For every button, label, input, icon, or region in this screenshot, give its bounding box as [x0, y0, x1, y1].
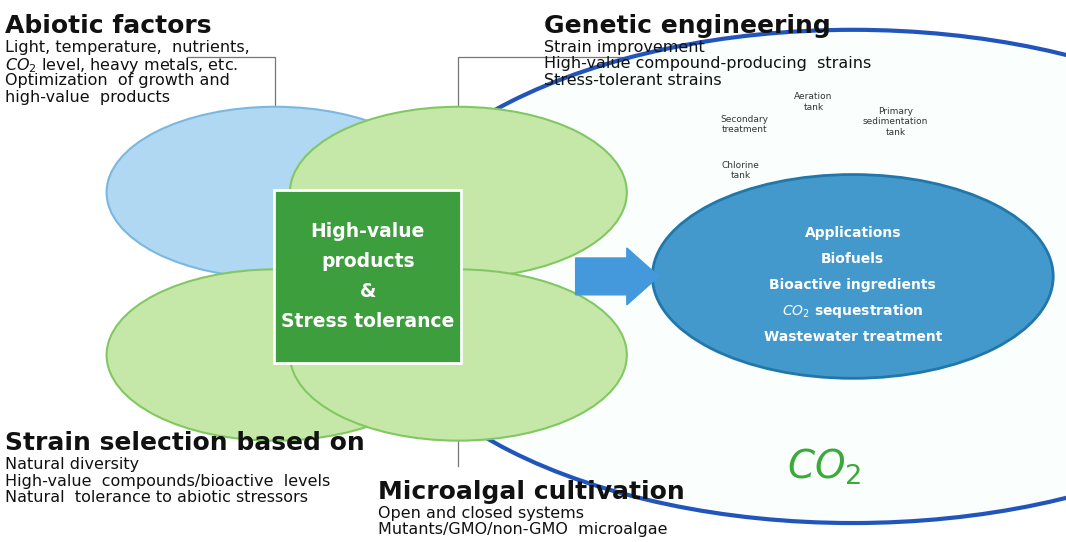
- FancyArrow shape: [576, 248, 659, 305]
- Text: Natural  tolerance to abiotic stressors: Natural tolerance to abiotic stressors: [5, 491, 308, 505]
- Text: Stress-tolerant strains: Stress-tolerant strains: [544, 73, 722, 88]
- Circle shape: [107, 107, 443, 278]
- Text: Optimization  of growth and: Optimization of growth and: [5, 73, 230, 88]
- Text: Biofuels: Biofuels: [821, 252, 885, 266]
- Circle shape: [368, 30, 1066, 523]
- Text: Chlorine
tank: Chlorine tank: [722, 161, 760, 180]
- Text: Open and closed systems: Open and closed systems: [378, 506, 584, 521]
- Text: Primary
sedimentation
tank: Primary sedimentation tank: [862, 107, 928, 137]
- Text: $CO_2$: $CO_2$: [787, 447, 861, 487]
- Text: Strain improvement: Strain improvement: [544, 40, 705, 55]
- Text: High-value  compounds/bioactive  levels: High-value compounds/bioactive levels: [5, 474, 330, 489]
- Text: High-value
products
&
Stress tolerance: High-value products & Stress tolerance: [281, 222, 454, 331]
- Text: high-value  products: high-value products: [5, 89, 171, 105]
- Text: Applications: Applications: [805, 226, 901, 240]
- Circle shape: [290, 269, 627, 441]
- Text: Genetic engineering: Genetic engineering: [544, 14, 830, 37]
- FancyBboxPatch shape: [274, 190, 461, 363]
- Circle shape: [290, 107, 627, 278]
- Text: $CO_2$ level, heavy metals, etc.: $CO_2$ level, heavy metals, etc.: [5, 56, 239, 75]
- Text: Natural diversity: Natural diversity: [5, 457, 140, 472]
- Text: Mutants/GMO/non-GMO  microalgae: Mutants/GMO/non-GMO microalgae: [378, 522, 668, 538]
- Text: Wastewater treatment: Wastewater treatment: [763, 330, 942, 344]
- Text: Secondary
treatment: Secondary treatment: [720, 115, 769, 134]
- Circle shape: [652, 175, 1053, 378]
- Text: Strain selection based on: Strain selection based on: [5, 431, 365, 455]
- Text: Aeration
tank: Aeration tank: [794, 92, 833, 112]
- Text: Abiotic factors: Abiotic factors: [5, 14, 212, 37]
- Text: Microalgal cultivation: Microalgal cultivation: [378, 480, 685, 504]
- Text: High-value compound-producing  strains: High-value compound-producing strains: [544, 56, 871, 72]
- Text: Bioactive ingredients: Bioactive ingredients: [770, 278, 936, 292]
- Circle shape: [107, 269, 443, 441]
- Text: Light, temperature,  nutrients,: Light, temperature, nutrients,: [5, 40, 251, 55]
- Text: $CO_2$ sequestration: $CO_2$ sequestration: [782, 302, 923, 320]
